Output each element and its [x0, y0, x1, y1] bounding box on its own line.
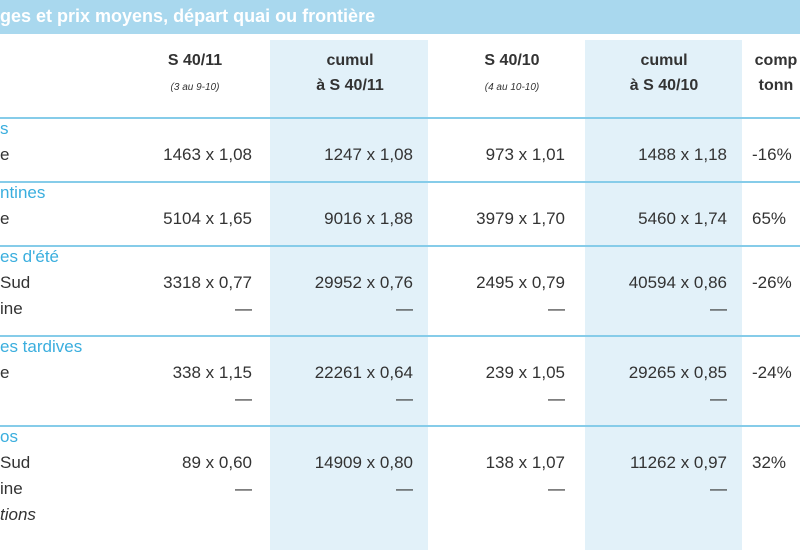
row-label: ine [0, 299, 23, 318]
cell: — [710, 299, 727, 318]
row-label: Sud [0, 453, 31, 472]
cell: 1463 x 1,08 [163, 145, 252, 164]
cell: — [396, 479, 413, 498]
column-subheader: tonn [758, 77, 794, 94]
separator [0, 117, 800, 119]
section-title: s [0, 119, 9, 138]
cell: — [710, 479, 727, 498]
cell: 239 x 1,05 [485, 363, 565, 382]
section-title: es tardives [0, 337, 83, 356]
cell: — [548, 299, 565, 318]
separator [0, 335, 800, 337]
cell: 89 x 0,60 [182, 453, 252, 472]
column-subheader: à S 40/11 [316, 77, 384, 94]
cell: — [235, 299, 252, 318]
title-bar [0, 0, 800, 34]
cell: 9016 x 1,88 [324, 209, 413, 228]
cell: 3318 x 0,77 [163, 273, 252, 292]
separator [0, 245, 800, 247]
column-header: S 40/11 [167, 52, 223, 69]
cell: 14909 x 0,80 [314, 453, 413, 472]
section-title: ntines [0, 183, 46, 202]
section-title: os [0, 427, 18, 446]
cell: — [548, 479, 565, 498]
column-header: cumul [326, 52, 374, 69]
row-label: tions [0, 505, 36, 524]
cell: 338 x 1,15 [172, 363, 252, 382]
column-subheader: (3 au 9-10) [170, 82, 220, 93]
separator [0, 181, 800, 183]
cell: 22261 x 0,64 [314, 363, 413, 382]
cell: 5460 x 1,74 [638, 209, 727, 228]
row-label: e [0, 209, 10, 228]
cell: — [548, 389, 565, 408]
column-header: cumul [640, 52, 688, 69]
column-header: comp [754, 52, 798, 69]
row-label: ine [0, 479, 23, 498]
cell: 5104 x 1,65 [163, 209, 252, 228]
table-title: ges et prix moyens, départ quai ou front… [0, 6, 376, 26]
column-subheader: (4 au 10-10) [484, 82, 540, 93]
cell: 3979 x 1,70 [476, 209, 565, 228]
column-subheader: à S 40/10 [629, 77, 699, 94]
cell: 973 x 1,01 [485, 145, 565, 164]
cell: — [396, 389, 413, 408]
cell: 65% [752, 209, 787, 228]
cell: 29952 x 0,76 [314, 273, 413, 292]
column-shade [585, 40, 742, 550]
column-header: S 40/10 [484, 52, 540, 69]
cell: -24% [752, 363, 792, 382]
cell: — [235, 389, 252, 408]
separator [0, 425, 800, 427]
cell: 11262 x 0,97 [629, 453, 727, 472]
row-label: e [0, 363, 10, 382]
cell: 40594 x 0,86 [628, 273, 727, 292]
column-shade [270, 40, 428, 550]
cell: -16% [752, 145, 792, 164]
cell: 1247 x 1,08 [324, 145, 413, 164]
cell: — [396, 299, 413, 318]
row-label: e [0, 145, 10, 164]
cell: 138 x 1,07 [485, 453, 565, 472]
cell: 1488 x 1,18 [638, 145, 727, 164]
section-title: es d'été [0, 247, 60, 266]
row-label: Sud [0, 273, 31, 292]
cell: 29265 x 0,85 [628, 363, 727, 382]
cell: — [710, 389, 727, 408]
cell: 32% [752, 453, 787, 472]
cell: — [235, 479, 252, 498]
cell: -26% [752, 273, 792, 292]
cell: 2495 x 0,79 [476, 273, 565, 292]
